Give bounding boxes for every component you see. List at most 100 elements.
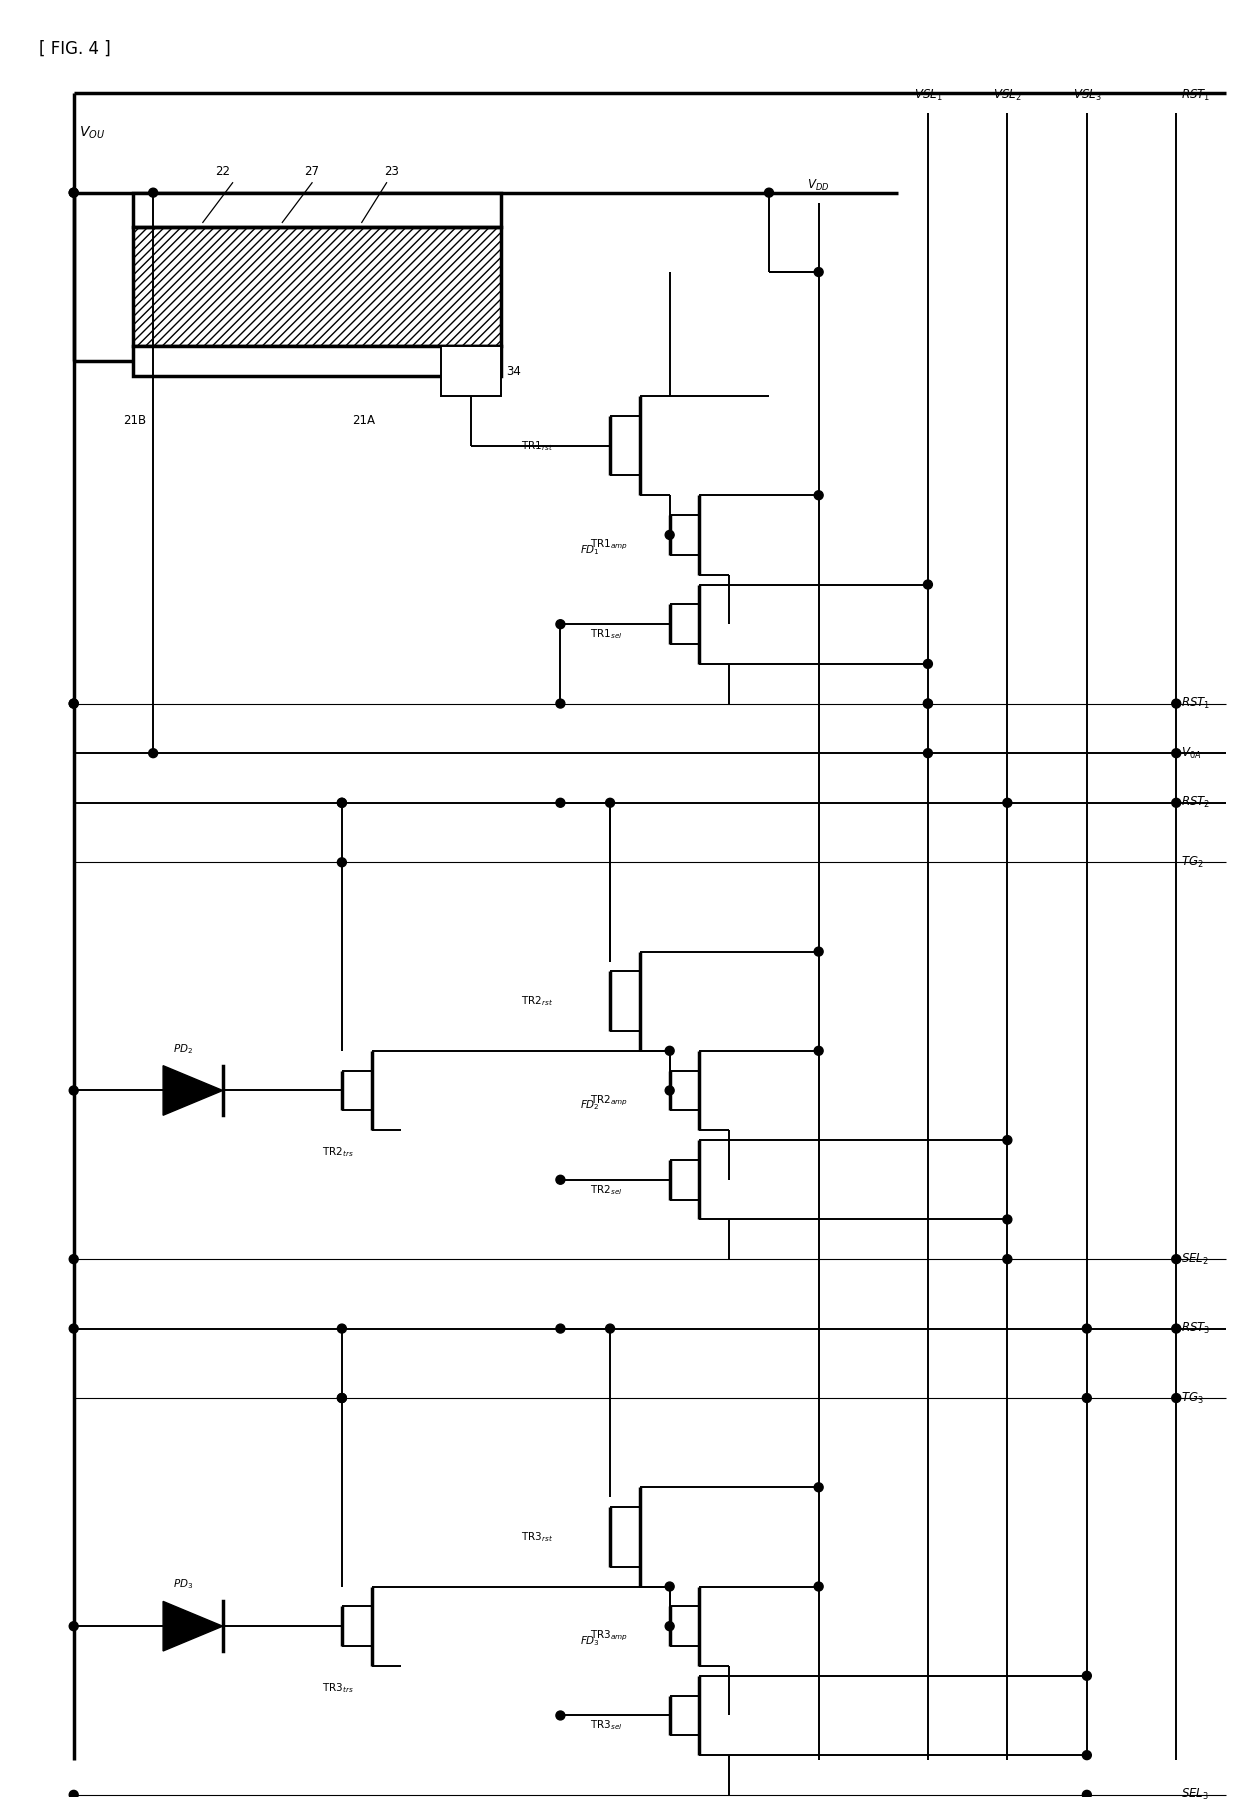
Circle shape [69, 1325, 78, 1334]
Circle shape [556, 1175, 565, 1184]
Text: $VSL_2$: $VSL_2$ [993, 89, 1022, 103]
Text: TR2$_{trs}$: TR2$_{trs}$ [322, 1146, 353, 1158]
Text: $RST_1$: $RST_1$ [1182, 696, 1210, 712]
Circle shape [924, 660, 932, 669]
Text: TR2$_{rst}$: TR2$_{rst}$ [521, 994, 553, 1008]
Circle shape [1003, 799, 1012, 808]
Text: TR1$_{sel}$: TR1$_{sel}$ [590, 627, 622, 641]
Circle shape [337, 799, 346, 808]
Text: TR2$_{sel}$: TR2$_{sel}$ [590, 1184, 622, 1196]
Text: 21B: 21B [123, 414, 146, 426]
Bar [441, 347, 501, 396]
Circle shape [337, 1393, 346, 1402]
Circle shape [1003, 1135, 1012, 1144]
Circle shape [815, 1583, 823, 1590]
Text: $FD_2$: $FD_2$ [580, 1099, 600, 1113]
Circle shape [1083, 1671, 1091, 1681]
Text: 23: 23 [384, 164, 399, 177]
Polygon shape [164, 1601, 223, 1652]
Circle shape [815, 947, 823, 956]
Polygon shape [164, 1066, 223, 1115]
Text: $PD_2$: $PD_2$ [172, 1043, 193, 1055]
Circle shape [924, 699, 932, 708]
Circle shape [556, 699, 565, 708]
Circle shape [556, 1711, 565, 1720]
Text: $PD_3$: $PD_3$ [172, 1578, 193, 1592]
Circle shape [815, 492, 823, 501]
Text: $V_{0A}$: $V_{0A}$ [1182, 746, 1202, 761]
Circle shape [1083, 1791, 1091, 1800]
Circle shape [765, 188, 774, 197]
Text: $VSL_1$: $VSL_1$ [914, 89, 942, 103]
Text: $SEL_3$: $SEL_3$ [1182, 1787, 1209, 1802]
Text: $VSL_3$: $VSL_3$ [1073, 89, 1101, 103]
Text: $RST_1$: $RST_1$ [1182, 89, 1210, 103]
Circle shape [69, 1791, 78, 1800]
Text: TR1$_{rst}$: TR1$_{rst}$ [521, 439, 553, 452]
Text: $FD_1$: $FD_1$ [580, 542, 600, 557]
Circle shape [1172, 799, 1180, 808]
Circle shape [605, 1325, 615, 1334]
Circle shape [556, 1325, 565, 1334]
Bar [133, 347, 501, 376]
Text: 27: 27 [305, 164, 320, 177]
Circle shape [924, 580, 932, 589]
Text: TR2$_{amp}$: TR2$_{amp}$ [590, 1093, 629, 1108]
Circle shape [1172, 748, 1180, 757]
Circle shape [1172, 699, 1180, 708]
Circle shape [556, 620, 565, 629]
Circle shape [1172, 1325, 1180, 1334]
Circle shape [924, 699, 932, 708]
Circle shape [69, 699, 78, 708]
Circle shape [665, 1046, 675, 1055]
Circle shape [1003, 1254, 1012, 1263]
Circle shape [1083, 1393, 1091, 1402]
Circle shape [149, 188, 157, 197]
Text: TR3$_{sel}$: TR3$_{sel}$ [590, 1718, 622, 1733]
Text: TR1$_{amp}$: TR1$_{amp}$ [590, 538, 629, 553]
Text: [ FIG. 4 ]: [ FIG. 4 ] [38, 40, 110, 58]
Circle shape [1172, 1393, 1180, 1402]
Circle shape [815, 1484, 823, 1493]
Circle shape [665, 1621, 675, 1630]
Text: $TG_2$: $TG_2$ [1182, 855, 1204, 869]
Text: $V_{DD}$: $V_{DD}$ [807, 177, 830, 193]
Text: 22: 22 [216, 164, 231, 177]
Bar [133, 228, 501, 347]
Text: $V_{OU}$: $V_{OU}$ [78, 125, 104, 141]
Text: TR3$_{trs}$: TR3$_{trs}$ [322, 1681, 353, 1695]
Text: 34: 34 [506, 365, 521, 378]
Circle shape [337, 858, 346, 867]
Text: $FD_3$: $FD_3$ [580, 1634, 600, 1648]
Text: TR3$_{amp}$: TR3$_{amp}$ [590, 1628, 629, 1643]
Circle shape [1083, 1751, 1091, 1760]
Circle shape [149, 748, 157, 757]
Circle shape [1003, 1214, 1012, 1223]
Circle shape [1083, 1325, 1091, 1334]
Text: $RST_3$: $RST_3$ [1182, 1321, 1210, 1335]
Circle shape [815, 267, 823, 276]
Circle shape [69, 1086, 78, 1095]
Circle shape [665, 1583, 675, 1590]
Circle shape [337, 1393, 346, 1402]
Circle shape [69, 1621, 78, 1630]
Circle shape [337, 1325, 346, 1334]
Text: $TG_3$: $TG_3$ [1182, 1390, 1204, 1406]
Circle shape [69, 188, 78, 197]
Circle shape [605, 799, 615, 808]
Circle shape [815, 1046, 823, 1055]
Text: TR3$_{rst}$: TR3$_{rst}$ [521, 1531, 553, 1543]
Circle shape [69, 188, 78, 197]
Bar [133, 193, 501, 228]
Text: $RST_2$: $RST_2$ [1182, 795, 1210, 810]
Circle shape [69, 699, 78, 708]
Circle shape [556, 799, 565, 808]
Text: $SEL_2$: $SEL_2$ [1182, 1252, 1209, 1267]
Circle shape [337, 799, 346, 808]
Circle shape [665, 1086, 675, 1095]
Text: 21A: 21A [352, 414, 374, 426]
Circle shape [1172, 1254, 1180, 1263]
Circle shape [924, 748, 932, 757]
Circle shape [69, 1254, 78, 1263]
Circle shape [665, 531, 675, 538]
